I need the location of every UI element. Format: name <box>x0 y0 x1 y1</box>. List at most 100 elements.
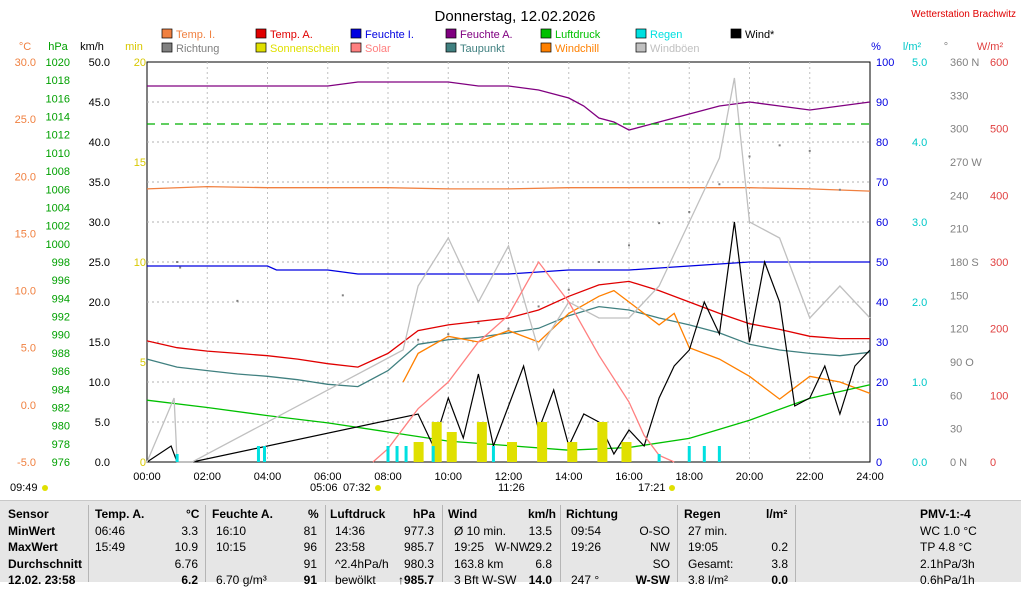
temp-tick-label: 30.0 <box>15 57 36 69</box>
legend-label: Taupunkt <box>460 43 505 55</box>
x-tick-label: 14:00 <box>555 471 583 483</box>
header-humidity: Feuchte A. <box>212 507 273 521</box>
legend-label: Temp. I. <box>176 29 215 41</box>
stats-cell-h-time: 6.70 g/m³ <box>216 573 267 587</box>
stats-cell-pmv: 0.6hPa/1h <box>920 573 975 587</box>
humidity-tick-label: 90 <box>876 97 888 109</box>
wind-tick-label: 15.0 <box>89 337 110 349</box>
header-temp: Temp. A. <box>95 507 145 521</box>
stats-cell-pmv: 2.1hPa/3h <box>920 556 975 571</box>
feuchte-a-line <box>147 81 871 131</box>
pressure-tick-label: 990 <box>52 330 70 342</box>
sonnenschein-bar <box>537 422 548 462</box>
solar-tick-label: 500 <box>990 124 1008 136</box>
sun-marker <box>669 485 675 491</box>
header-direction: Richtung <box>566 507 618 521</box>
legend-label: Feuchte I. <box>365 29 414 41</box>
pressure-tick-label: 1012 <box>46 130 70 142</box>
stats-cell-d-time: 09:54 <box>571 523 602 538</box>
stats-cell-label: MinWert <box>8 523 56 538</box>
direction-tick-label: 180 S <box>950 257 979 269</box>
rain-tick-label: 3.0 <box>912 217 927 229</box>
stats-cell-w-time: 3 Bft W-SW <box>454 573 517 587</box>
stats-cell-pmv: WC 1.0 °C <box>920 523 977 538</box>
direction-tick-label: 210 <box>950 224 968 236</box>
stats-cell-d-val: O-SO <box>639 523 670 538</box>
direction-point <box>748 155 751 158</box>
stats-cell-w-time: Ø 10 min. <box>454 523 507 538</box>
direction-tick-label: 0 N <box>950 457 967 469</box>
regen-bar <box>175 454 179 462</box>
sunrise-label: 05:06 <box>310 482 338 494</box>
stats-cell-t-val: 6.76 <box>174 556 198 571</box>
pressure-tick-label: 1016 <box>46 93 70 105</box>
pressure-tick-label: 1018 <box>46 75 70 87</box>
direction-tick-label: 60 <box>950 390 962 402</box>
stats-cell-r-time: 19:05 <box>688 540 719 554</box>
stats-cell-t-time: 15:49 <box>95 540 126 554</box>
direction-tick-label: 120 <box>950 324 968 336</box>
direction-point <box>537 305 540 308</box>
stats-cell-p-val: 977.3 <box>403 523 434 538</box>
x-tick-label: 12:00 <box>495 471 523 483</box>
solar-tick-label: 600 <box>990 57 1008 69</box>
pressure-tick-label: 988 <box>52 348 70 360</box>
sun-tick-label: 20 <box>134 57 146 69</box>
legend-label: Sonnenschein <box>270 43 340 55</box>
pressure-tick-label: 1014 <box>46 112 70 124</box>
x-tick-label: 16:00 <box>615 471 643 483</box>
wind-tick-label: 30.0 <box>89 217 110 229</box>
direction-point <box>778 144 781 147</box>
direction-point <box>869 183 871 186</box>
stats-cell-w-val: 6.8 <box>535 556 552 571</box>
stats-cell-r-val: 0.0 <box>771 573 788 587</box>
direction-point <box>507 327 510 330</box>
temp-tick-label: 5.0 <box>21 343 36 355</box>
stats-cell-label: Durchschnitt <box>8 556 83 571</box>
legend-swatch <box>635 28 647 39</box>
legend-swatch <box>255 28 267 39</box>
temp-tick-label: -5.0 <box>17 457 36 469</box>
direction-tick-label: 150 <box>950 290 968 302</box>
statistics-panel: Sensor Temp. A. °C Feuchte A. % Luftdruc… <box>0 500 1021 587</box>
header-sensor: Sensor <box>8 507 49 521</box>
humidity-tick-label: 100 <box>876 57 894 69</box>
sun-tick-label: 10 <box>134 257 146 269</box>
x-tick-label: 02:00 <box>193 471 221 483</box>
temp-tick-label: 10.0 <box>15 286 36 298</box>
legend-swatch <box>161 28 173 39</box>
stats-row: 12.02. 23:58 6.2 6.70 g/m³ 91 bewölkt ↑985.7 3… <box>8 573 1013 590</box>
station-name[interactable]: Wetterstation Brachwitz <box>911 9 1016 20</box>
regen-bar <box>717 446 721 462</box>
pressure-tick-label: 1004 <box>46 202 70 214</box>
stats-cell-t-val: 3.3 <box>181 523 198 538</box>
pressure-tick-label: 1020 <box>46 57 70 69</box>
stats-cell-d-val: W-SW <box>635 573 670 587</box>
regen-bar <box>262 446 266 462</box>
x-tick-label: 00:00 <box>133 471 161 483</box>
stats-cell-p-val: ↑985.7 <box>397 573 434 587</box>
x-tick-label: 18:00 <box>675 471 703 483</box>
header-temp-unit: °C <box>186 507 200 521</box>
stats-cell-t-time: 06:46 <box>95 523 126 538</box>
legend-label: Solar <box>365 43 391 55</box>
stats-cell-h-val: 91 <box>303 573 317 587</box>
rain-unit-label: l/m² <box>903 41 922 53</box>
header-humidity-unit: % <box>308 507 319 521</box>
pressure-tick-label: 976 <box>52 457 70 469</box>
legend-label: Windböen <box>650 43 700 55</box>
sonnenschein-bar <box>507 442 517 462</box>
stats-cell-label: 12.02. 23:58 <box>8 573 76 587</box>
wind-tick-label: 5.0 <box>95 417 110 429</box>
humidity-tick-label: 50 <box>876 257 888 269</box>
direction-tick-label: 300 <box>950 124 968 136</box>
temp-tick-label: 15.0 <box>15 228 36 240</box>
direction-point <box>236 299 239 302</box>
stats-cell-r-time: Gesamt: <box>688 556 734 571</box>
humidity-tick-label: 20 <box>876 377 888 389</box>
sonnenschein-bar <box>413 442 424 462</box>
stats-cell-p-time: bewölkt <box>335 573 376 587</box>
wind-tick-label: 35.0 <box>89 177 110 189</box>
stats-cell-h-val: 96 <box>303 540 317 554</box>
dawn-label: 07:32 <box>343 482 371 494</box>
